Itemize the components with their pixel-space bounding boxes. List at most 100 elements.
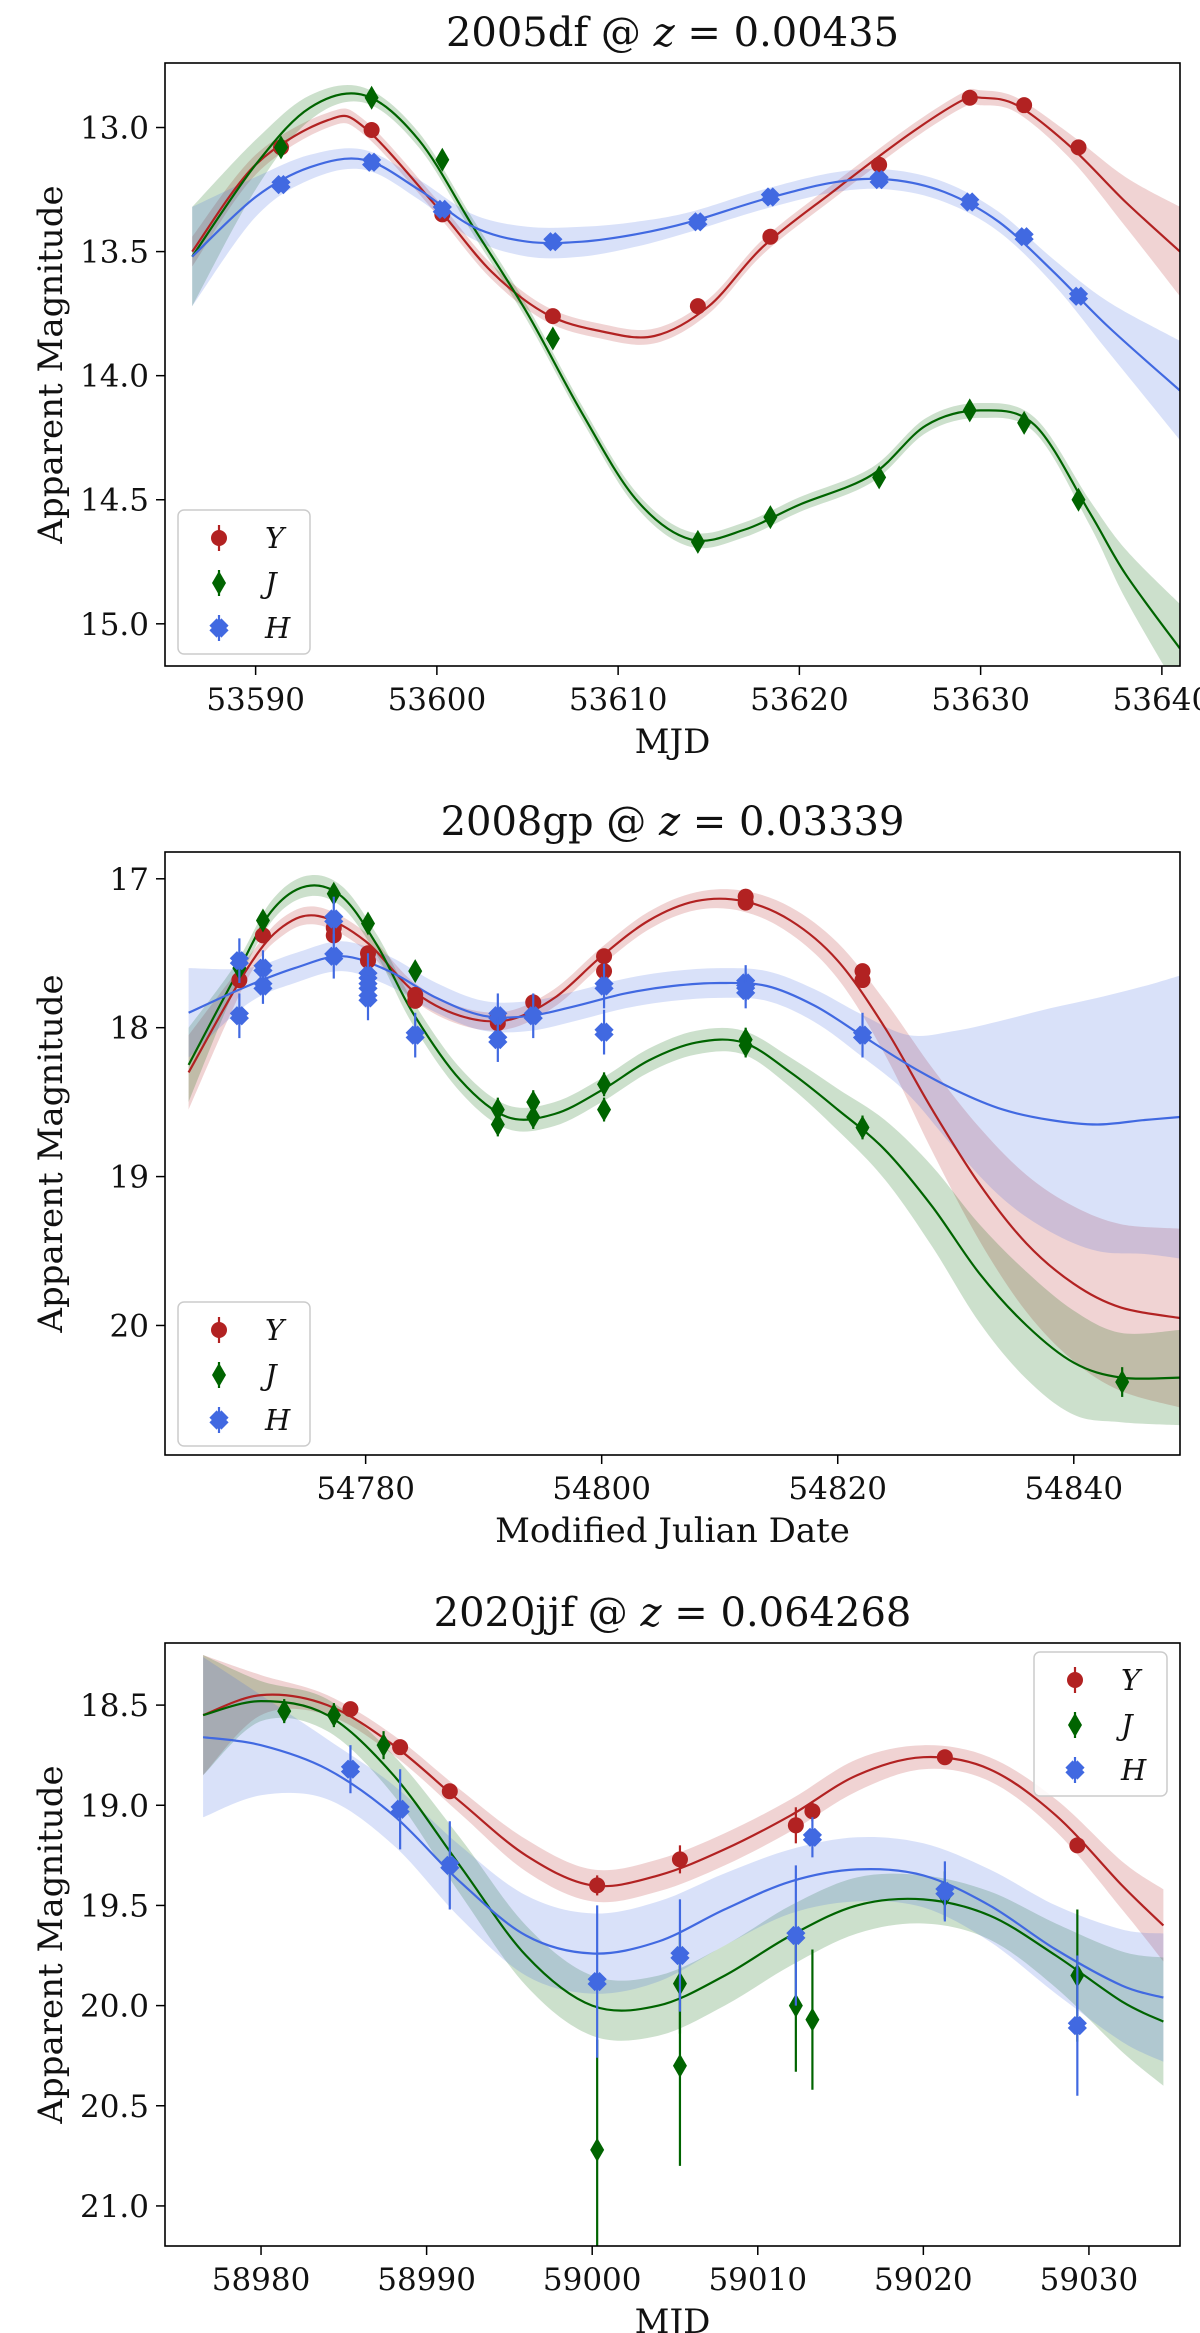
fit-line-H — [191, 157, 1180, 392]
data-point-Y-8 — [936, 1749, 953, 1766]
legend-label-J: J — [260, 1358, 278, 1392]
y-tick-label: 20.5 — [80, 2089, 149, 2125]
plot-frame — [164, 851, 1181, 1456]
fit-line-H — [202, 1736, 1164, 1999]
legend-label-Y: Y — [1121, 1663, 1143, 1697]
data-point-J-3 — [326, 881, 341, 906]
data-point-H-8 — [960, 192, 980, 212]
data-point-H-1 — [271, 174, 291, 195]
chart-title-value: = 0.03339 — [680, 799, 904, 845]
data-point-Y-4 — [544, 308, 561, 325]
legend: YJH — [1033, 1651, 1168, 1797]
fit-line-J — [191, 92, 1180, 650]
fit-band-Y — [188, 889, 1180, 1408]
data-point-Y-4 — [589, 1877, 606, 1894]
data-point-H-5 — [688, 212, 708, 232]
legend: YJH — [177, 509, 311, 655]
data-point-J-5 — [690, 529, 705, 554]
legend: YJH — [177, 1301, 311, 1447]
data-point-J-7 — [490, 1112, 505, 1137]
data-point-Y-12 — [596, 948, 613, 965]
data-point-H-3 — [440, 1855, 460, 1875]
y-tick-label: 13.0 — [80, 111, 149, 147]
x-tick-label: 53640 — [1113, 682, 1200, 718]
fit-line-J — [202, 1699, 1164, 2023]
legend-label-H: H — [264, 1403, 291, 1437]
x-tick-label: 59030 — [1040, 2262, 1139, 2298]
legend-marker-H — [1065, 1760, 1085, 1780]
data-point-J-2 — [364, 85, 379, 110]
x-axis-label: Modified Julian Date — [495, 1511, 850, 1551]
data-point-H-9 — [1014, 227, 1034, 247]
data-point-H-4 — [543, 232, 563, 252]
data-point-Y-8 — [961, 89, 978, 106]
data-point-J-2 — [326, 1703, 341, 1728]
legend-box — [1033, 1651, 1168, 1797]
legend-box — [177, 509, 311, 655]
chart-title-name: 2005df @ — [446, 10, 654, 56]
data-point-Y-2 — [254, 927, 271, 944]
data-point-J-3 — [376, 1733, 391, 1758]
data-point-J-10 — [597, 1072, 612, 1097]
data-point-Y-10 — [1070, 139, 1087, 156]
x-tick-label: 53620 — [750, 682, 849, 718]
y-axis-label: Apparent Magnitude — [31, 974, 71, 1333]
y-tick-label: 15.0 — [80, 607, 149, 643]
data-point-J-4 — [361, 911, 375, 936]
data-point-H-6 — [786, 1925, 806, 1946]
data-point-H-4 — [587, 1971, 607, 1992]
data-point-Y-9 — [1016, 97, 1033, 114]
data-point-Y-8 — [407, 992, 424, 1009]
fit-band-J — [188, 874, 1180, 1426]
data-point-H-9 — [358, 988, 378, 1008]
data-point-Y-6 — [762, 228, 779, 245]
data-point-H-2 — [362, 152, 382, 172]
data-point-H-10 — [1068, 286, 1089, 306]
data-point-H-6 — [760, 187, 780, 207]
chart-title-name: 2008gp @ — [441, 799, 659, 845]
legend-marker-Y — [211, 1322, 227, 1338]
y-tick-label: 18 — [110, 1011, 149, 1047]
x-tick-label: 58990 — [377, 2262, 476, 2298]
x-tick-label: 59020 — [874, 2262, 973, 2298]
plot-area — [191, 85, 1180, 666]
data-point-J-4 — [590, 2137, 605, 2162]
plot-area — [202, 1655, 1165, 2246]
data-point-H-6 — [324, 946, 344, 966]
y-axis-label: Apparent Magnitude — [31, 185, 71, 544]
legend-marker-J — [212, 1363, 226, 1387]
data-point-J-6 — [490, 1097, 505, 1122]
chart-title-name: 2020jjf @ — [434, 1590, 641, 1636]
x-tick-label: 54840 — [1024, 1471, 1123, 1507]
data-point-H-9 — [1067, 2016, 1087, 2036]
chart-title-variable: z — [639, 1590, 662, 1636]
chart-title: 2020jjf @ z = 0.064268 — [434, 1590, 912, 1636]
legend-marker-H — [209, 618, 229, 638]
data-point-Y-2 — [363, 122, 380, 138]
data-point-J-4 — [545, 326, 560, 351]
data-point-H-13 — [523, 1006, 543, 1026]
data-point-J-2 — [255, 908, 270, 933]
legend-label-J: J — [1116, 1708, 1134, 1742]
chart-panel-2: 2008gp @ z = 0.03339 54780 54800 54820 54840… — [31, 799, 1181, 1551]
data-point-H-8 — [935, 1881, 955, 1902]
data-point-Y-5 — [689, 298, 706, 315]
data-point-Y-5 — [671, 1851, 688, 1868]
plot-area — [187, 874, 1180, 1426]
legend-label-Y: Y — [265, 521, 287, 555]
data-point-Y-7 — [804, 1803, 821, 1820]
data-point-J-15 — [1115, 1370, 1130, 1395]
data-point-H-14 — [594, 976, 614, 996]
data-point-J-6 — [763, 505, 778, 530]
x-axis-label: MJD — [635, 722, 711, 762]
x-tick-label: 53600 — [388, 682, 487, 718]
data-point-H-17 — [736, 980, 756, 1001]
data-point-J-8 — [526, 1090, 541, 1115]
legend-label-H: H — [264, 611, 291, 645]
y-axis-label: Apparent Magnitude — [31, 1765, 71, 2124]
data-point-Y-1 — [342, 1701, 359, 1718]
data-point-H-10 — [405, 1025, 425, 1045]
data-point-H-5 — [324, 909, 344, 929]
x-tick-label: 54780 — [316, 1471, 415, 1507]
legend-label-H: H — [1120, 1753, 1147, 1787]
